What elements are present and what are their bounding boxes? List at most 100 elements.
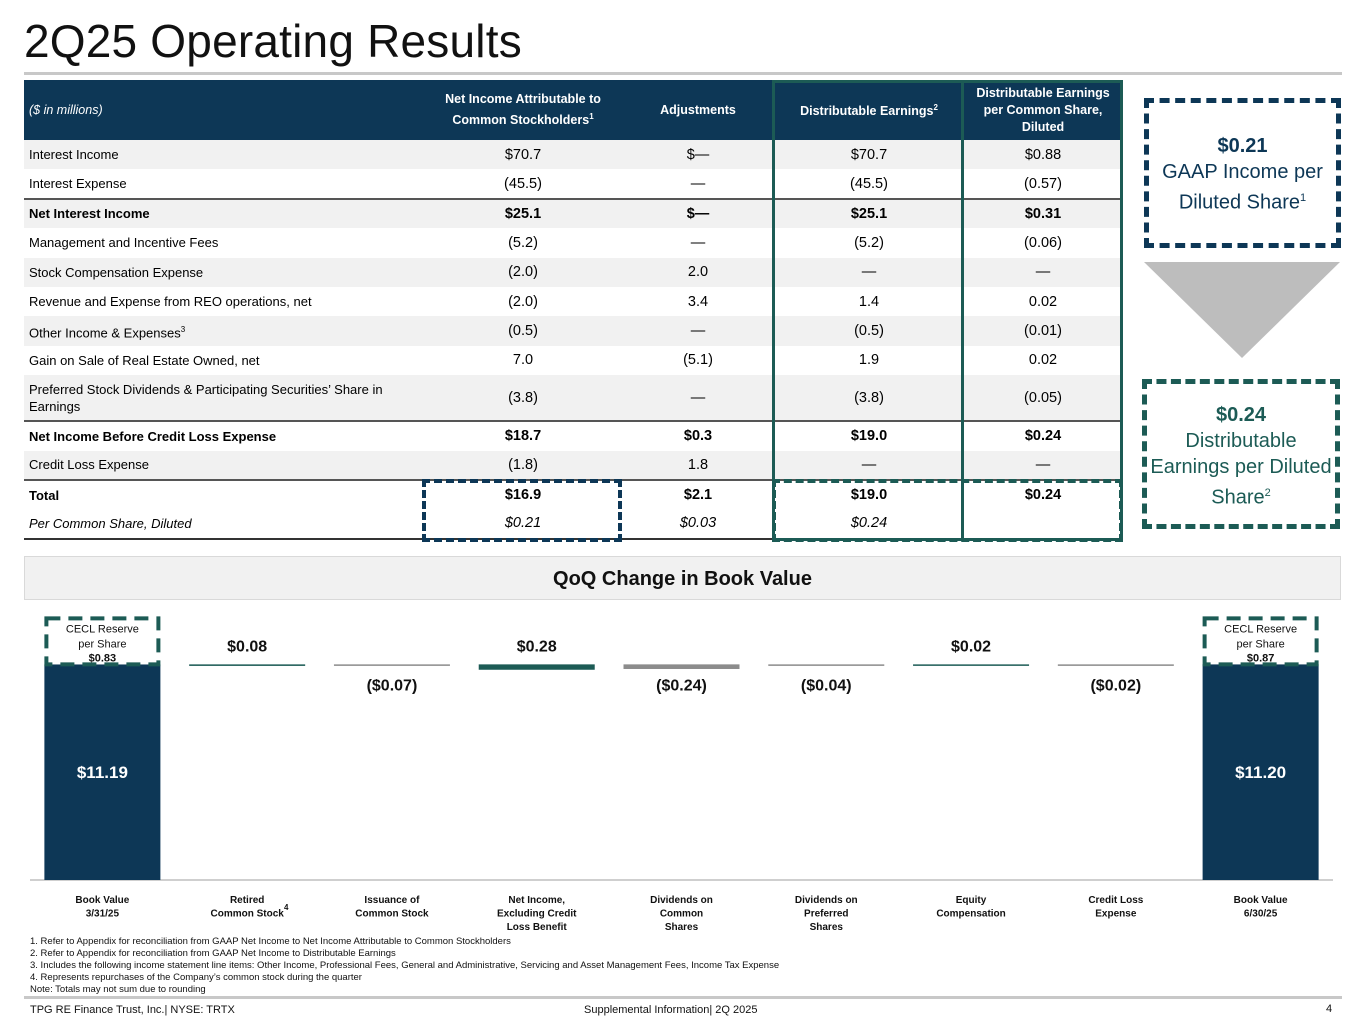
table-header-cell: ($ in millions) (24, 80, 424, 140)
table-cell: $2.1 (622, 478, 774, 510)
table-cell: $0.31 (964, 197, 1122, 229)
table-row: Management and Incentive Fees (5.2) — (5.2)… (24, 228, 1122, 257)
table-row: Credit Loss Expense (1.8) 1.8— — (24, 450, 1122, 480)
footnote: Note: Totals may not sum due to rounding (30, 984, 206, 995)
bar-value-label: $0.28 (517, 638, 557, 655)
category-label: Dividends on (795, 895, 858, 906)
row-label: Gain on Sale of Real Estate Owned, net (29, 352, 260, 368)
table-row: Revenue and Expense from REO operations,… (24, 287, 1122, 316)
category-footnote-ref: 4 (284, 903, 289, 912)
table-cell: $0.03 (622, 509, 774, 540)
table-cell: (3.8) (424, 375, 622, 422)
table-cell: — (964, 450, 1122, 480)
table-cell: $0.24 (964, 420, 1122, 451)
bar-value-label: ($0.07) (367, 677, 418, 694)
cecl-label: per Share (78, 638, 126, 650)
table-header-cell: Adjustments (622, 80, 774, 140)
table-cell: (0.01) (964, 316, 1122, 346)
row-label: Net Income Before Credit Loss Expense (24, 420, 424, 451)
page-number: 4 (1326, 1003, 1333, 1015)
category-label: 3/31/25 (86, 909, 120, 920)
table-row: Preferred Stock Dividends & Participatin… (24, 375, 1122, 422)
table-cell: (0.5) (774, 316, 964, 346)
page-title: 2Q25 Operating Results (24, 15, 522, 67)
gaap-value: $0.21 (1217, 135, 1268, 157)
category-label: Equity (956, 895, 987, 906)
footnote: 3. Includes the following income stateme… (30, 960, 780, 971)
footer-divider (24, 996, 1342, 999)
table-cell: 1.9 (858, 352, 880, 369)
table-row: Per Common Share, Diluted $0.21 $0.03 $0.24 (24, 509, 1122, 540)
category-label: Excluding Credit (497, 909, 577, 920)
category-label: Compensation (936, 909, 1005, 920)
bar-value-label: $0.02 (951, 638, 991, 655)
cecl-label: CECL Reserve (66, 623, 139, 635)
bar-decrease (623, 664, 740, 669)
table-cell: (0.5) (424, 316, 622, 346)
table-cell: $16.9 (424, 478, 622, 510)
row-label: Credit Loss Expense (24, 450, 424, 480)
table-header-row: ($ in millions) Net Income Attributable … (24, 80, 1122, 140)
category-label: Shares (810, 922, 844, 933)
bar-decrease (1057, 664, 1174, 666)
table-cell: 7.0 (512, 352, 534, 369)
table-cell: $19.0 (774, 478, 964, 510)
bar-decrease (768, 664, 885, 666)
table-cell: — (774, 257, 964, 287)
category-label: Book Value (75, 895, 129, 906)
table-row: Net Interest Income $25.1 $— $25.1 $0.31 (24, 197, 1122, 229)
table-cell: — (690, 234, 706, 251)
category-label: Shares (665, 922, 699, 933)
book-value-waterfall-chart: $11.19 Book Value 3/31/25 $0.08 Retired Commo… (30, 616, 1333, 933)
bar-increase (913, 664, 1030, 666)
table-cell: — (964, 257, 1122, 287)
footnote: 1. Refer to Appendix for reconciliation … (30, 936, 511, 947)
table-cell: — (622, 375, 774, 422)
footer-section: Supplemental Information| 2Q 2025 (584, 1004, 758, 1016)
category-label: Preferred (804, 909, 848, 920)
cecl-label: per Share (1236, 638, 1284, 650)
table-cell: $0.24 (774, 509, 964, 540)
category-label: Dividends on (650, 895, 713, 906)
row-label: Per Common Share, Diluted (24, 509, 424, 540)
category-label: Common Stock (355, 909, 429, 920)
table-cell: $18.7 (424, 420, 622, 451)
cecl-value: $0.83 (89, 652, 117, 664)
cecl-label: CECL Reserve (1224, 623, 1297, 635)
table-cell: — (774, 450, 964, 480)
footer-company: TPG RE Finance Trust, Inc.| NYSE: TRTX (30, 1004, 235, 1016)
cecl-callout-box (44, 616, 161, 667)
table-row: Interest Income $70.7 $— $70.7 $0.88 (24, 140, 1122, 170)
table-cell: (2.0) (508, 293, 538, 310)
bar-value-label: ($0.24) (656, 677, 707, 694)
operating-results-table: ($ in millions) Net Income Attributable … (24, 80, 1122, 540)
table-cell: $25.1 (424, 197, 622, 229)
category-label: Common Stock (210, 909, 284, 920)
table-cell: (5.2) (854, 234, 884, 251)
table-row: Total $16.9 $2.1 $19.0 $0.24 (24, 478, 1122, 510)
table-row: Gain on Sale of Real Estate Owned, net 7.… (24, 346, 1122, 375)
table-cell: 1.8 (622, 450, 774, 480)
table-cell: $— (622, 197, 774, 229)
table-cell: (0.57) (1024, 175, 1062, 192)
table-cell: (3.8) (774, 375, 964, 422)
title-divider (24, 72, 1342, 75)
table-row: Interest Expense (45.5) — (45.5) (0.57) (24, 169, 1122, 198)
table-cell (964, 509, 1122, 540)
bar-value-label: $11.20 (1235, 763, 1286, 782)
table-cell: (2.0) (424, 257, 622, 287)
row-label: Interest Expense (29, 176, 127, 192)
cecl-callout-box (1202, 616, 1319, 667)
footnote: 2. Refer to Appendix for reconciliation … (30, 948, 396, 959)
category-label: Net Income, (508, 895, 565, 906)
bar-value-label: ($0.04) (801, 677, 852, 694)
table-cell: $0.24 (964, 478, 1122, 510)
table-header-cell: Distributable Earnings per Common Share,… (964, 80, 1122, 140)
table-cell: (5.1) (683, 352, 713, 369)
bar-decrease (333, 664, 450, 666)
bar-total (44, 664, 161, 880)
table-cell: (5.2) (508, 234, 538, 251)
category-label: Retired (230, 895, 264, 906)
category-label: Loss Benefit (507, 922, 568, 933)
table-cell: 0.02 (1028, 293, 1058, 310)
